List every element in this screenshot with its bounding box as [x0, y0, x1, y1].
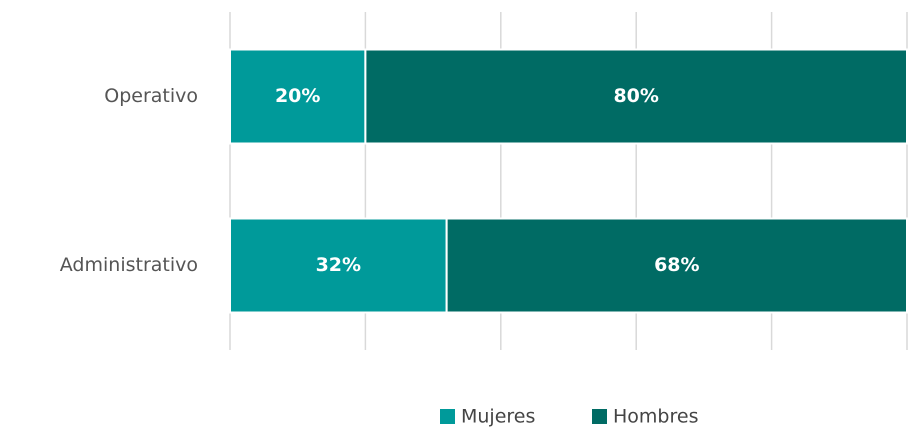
- value-label: 20%: [275, 85, 320, 107]
- bar-segment: [364, 48, 908, 145]
- value-label: 80%: [613, 85, 658, 107]
- legend-label: Mujeres: [461, 406, 535, 428]
- legend-label: Hombres: [613, 406, 698, 428]
- category-label: Administrativo: [60, 254, 198, 276]
- legend-swatch: [440, 409, 455, 424]
- value-label: 32%: [316, 254, 361, 276]
- legend-swatch: [592, 409, 607, 424]
- value-label: 68%: [654, 254, 699, 276]
- bar-segment: [229, 48, 367, 145]
- category-label: Operativo: [104, 85, 198, 107]
- bar-segment: [445, 217, 908, 314]
